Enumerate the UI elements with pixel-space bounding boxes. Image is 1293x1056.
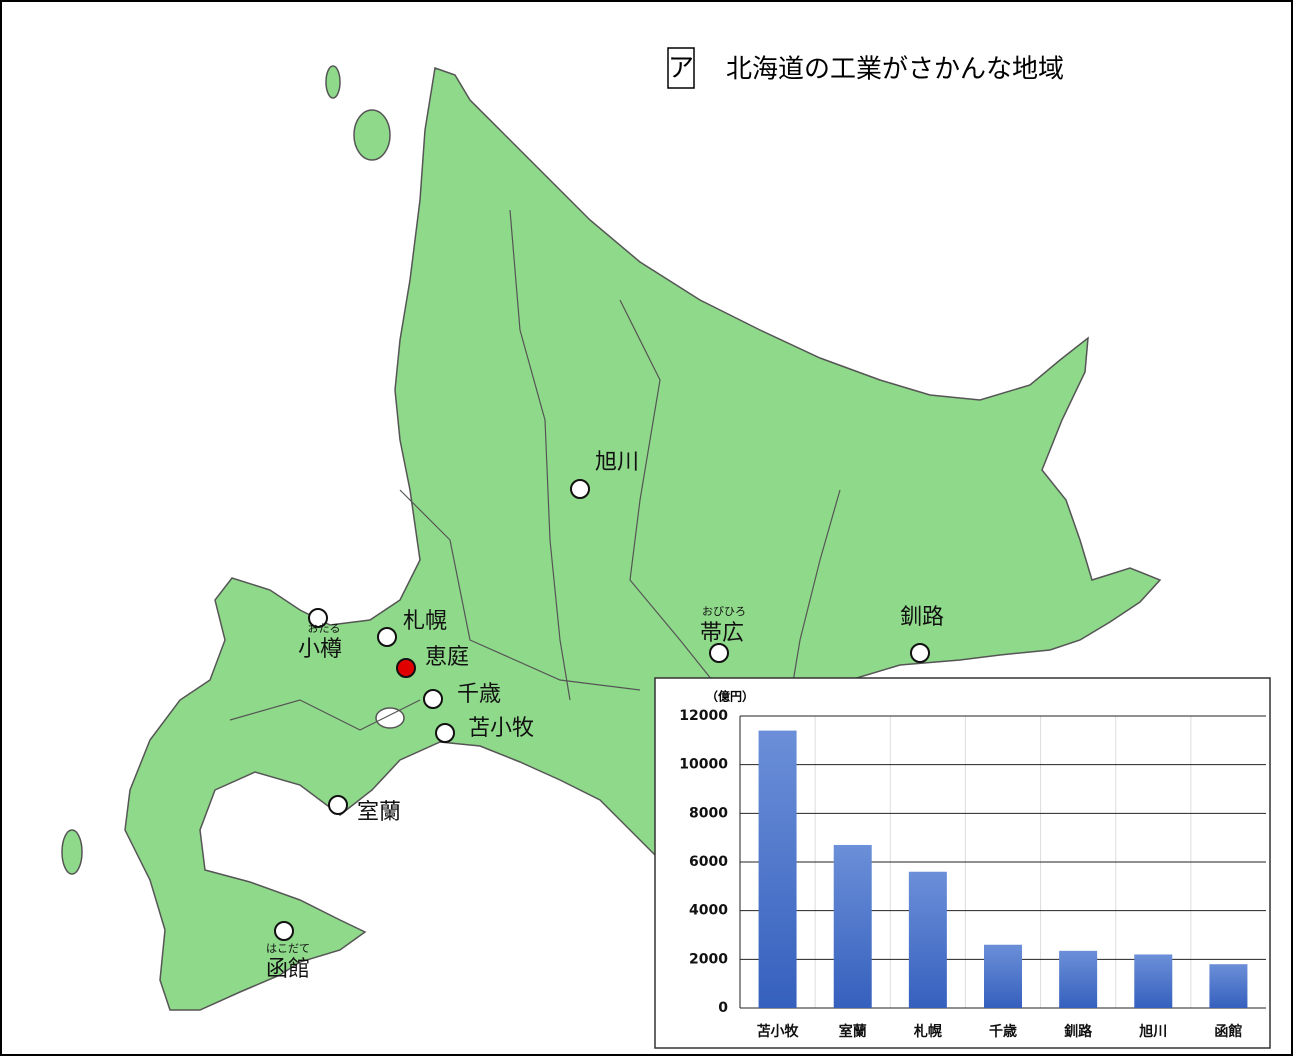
- city-label: 帯広: [700, 621, 744, 646]
- bar: [908, 871, 947, 1008]
- city-dot: [328, 795, 348, 815]
- city-dot: [274, 921, 294, 941]
- city-label: 苫小牧: [468, 716, 534, 741]
- bar: [758, 730, 797, 1008]
- city-dot: [377, 627, 397, 647]
- city-ruby: はこだて: [266, 942, 310, 955]
- x-tick-label: 苫小牧: [757, 1023, 800, 1040]
- city-label: 札幌: [403, 609, 447, 634]
- title-mark: ア: [668, 54, 694, 84]
- y-tick-label: 6000: [689, 854, 728, 870]
- city-dot: [423, 689, 443, 709]
- region-borders: [229, 209, 841, 731]
- cities: おたる 小樽 札幌 恵庭 千歳 苫小牧 室蘭 はこだて 函館 旭川 おびひろ 帯…: [266, 450, 944, 982]
- city-ruby: おたる: [308, 622, 341, 635]
- chart-frame: [654, 677, 1271, 1049]
- bar: [1059, 950, 1098, 1008]
- bar: [833, 844, 872, 1008]
- x-tick-label: 釧路: [1064, 1023, 1093, 1040]
- city-ruby: おびひろ: [702, 605, 746, 618]
- city-dot: [910, 643, 930, 663]
- unit-label: （億円）: [706, 689, 754, 704]
- x-tick-label: 旭川: [1138, 1023, 1167, 1040]
- x-tick-label: 札幌: [913, 1023, 942, 1040]
- y-tick-label: 2000: [689, 951, 728, 967]
- hokkaido-map: [61, 65, 1162, 1011]
- y-tick-label: 12000: [679, 708, 728, 724]
- title-mark-box: [667, 47, 695, 89]
- bar: [1134, 954, 1173, 1008]
- y-tick-label: 8000: [689, 805, 728, 821]
- x-tick-label: 千歳: [989, 1023, 1017, 1040]
- city-dot: [709, 643, 729, 663]
- city-dot-highlight: [396, 658, 416, 678]
- city-label: 函館: [266, 957, 310, 982]
- y-tick-label: 4000: [689, 903, 728, 919]
- city-dot: [570, 479, 590, 499]
- x-tick-label: 函館: [1214, 1023, 1242, 1040]
- y-tick-label: 10000: [679, 757, 728, 773]
- city-label: 恵庭: [425, 645, 469, 670]
- bar: [1209, 964, 1248, 1008]
- city-label: 旭川: [595, 450, 639, 475]
- city-label: 室蘭: [357, 800, 401, 825]
- x-tick-label: 室蘭: [839, 1023, 867, 1040]
- title: 北海道の工業がさかんな地域: [726, 55, 1064, 85]
- city-label: 釧路: [900, 605, 944, 630]
- y-tick-label: 0: [718, 1000, 728, 1016]
- city-label: 千歳: [457, 682, 501, 707]
- city-dot: [435, 723, 455, 743]
- city-label: 小樽: [298, 637, 342, 662]
- bar-chart: （億円） 0 2000 4000 6000 8000 10000 12000 苫小牧 室蘭 札幌 千…: [654, 677, 1271, 1049]
- bar: [984, 944, 1022, 1008]
- city-dot: [308, 608, 328, 628]
